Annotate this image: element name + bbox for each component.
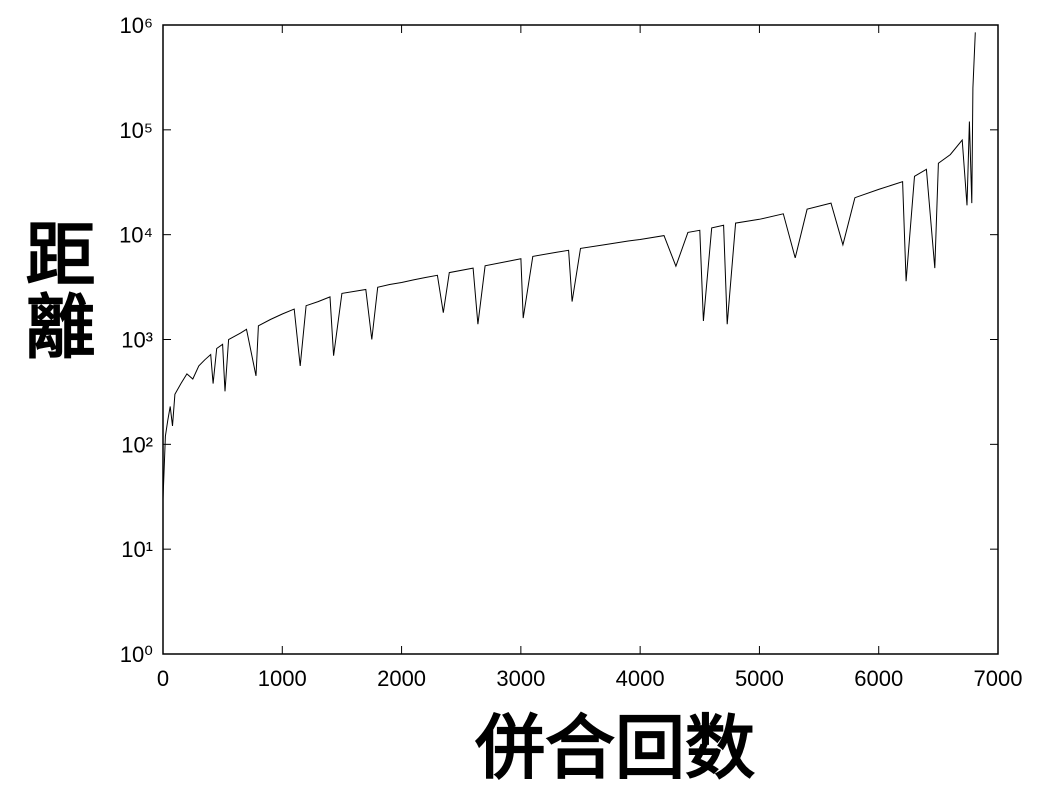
x-tick-label: 3000: [496, 666, 545, 691]
y-tick-label: 10⁰: [120, 642, 153, 667]
y-axis-label: 距離: [14, 218, 96, 362]
data-line: [162, 32, 976, 500]
x-tick-label: 6000: [854, 666, 903, 691]
x-tick-label: 1000: [258, 666, 307, 691]
x-tick-label: 0: [157, 666, 169, 691]
x-tick-label: 7000: [974, 666, 1023, 691]
y-tick-label: 10³: [121, 328, 153, 353]
x-tick-label: 5000: [735, 666, 784, 691]
x-tick-label: 4000: [616, 666, 665, 691]
x-axis-label: 併合回数: [474, 707, 755, 789]
y-tick-label: 10²: [121, 432, 153, 457]
y-tick-label: 10⁵: [119, 118, 153, 143]
y-tick-label: 10⁶: [119, 13, 153, 38]
y-tick-label: 10¹: [121, 537, 153, 562]
plot-frame: [162, 24, 999, 655]
x-tick-label: 2000: [377, 666, 426, 691]
y-tick-label: 10⁴: [119, 223, 153, 248]
